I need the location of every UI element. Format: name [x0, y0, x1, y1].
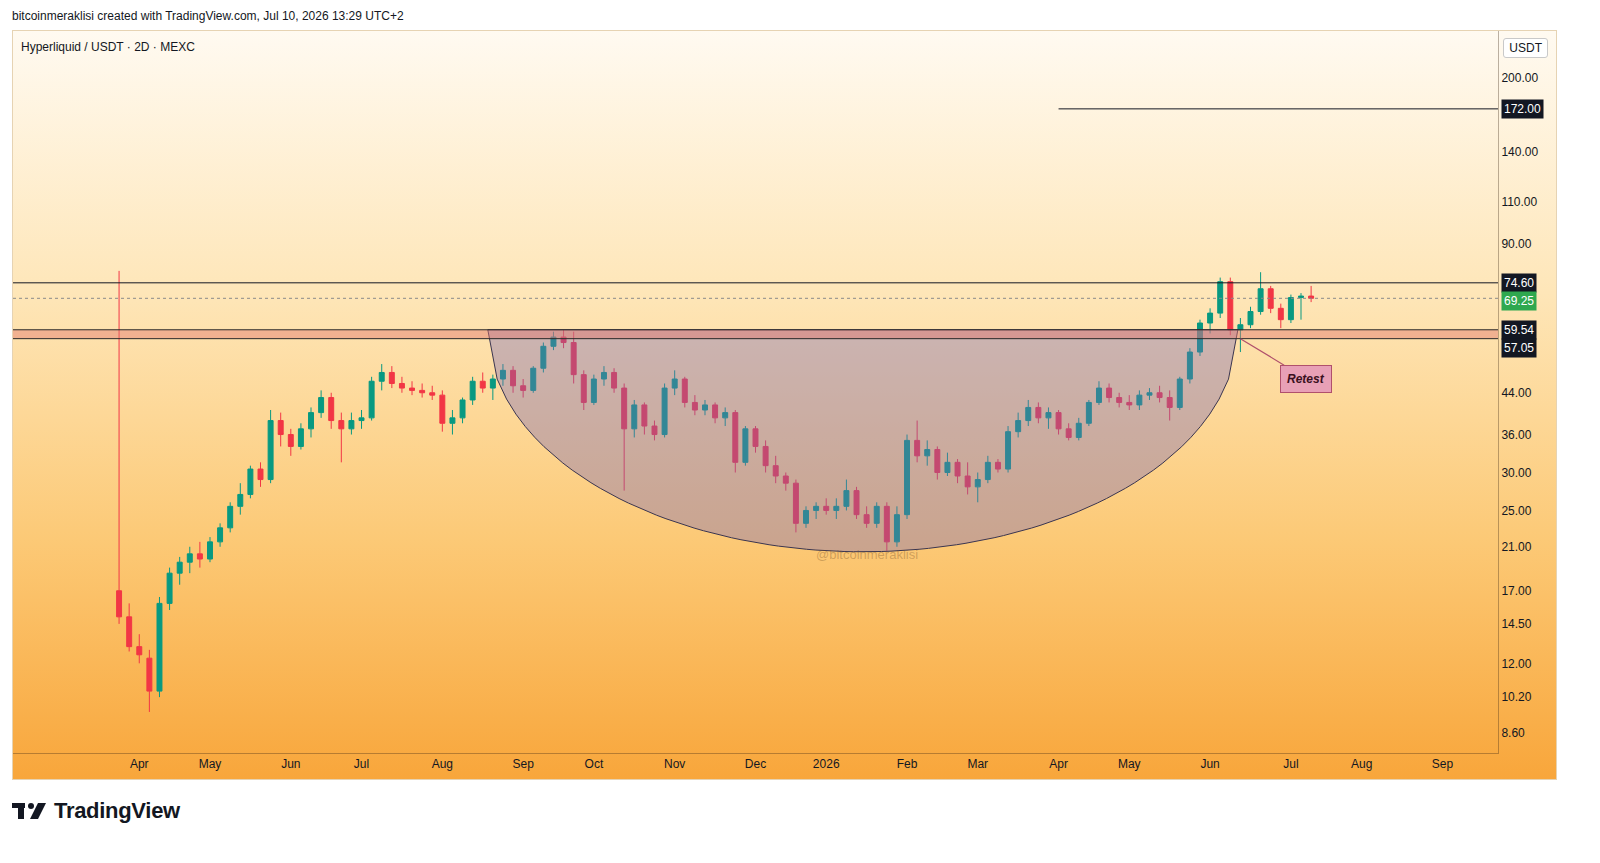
- svg-text:May: May: [199, 757, 222, 771]
- svg-text:Apr: Apr: [130, 757, 149, 771]
- svg-text:69.25: 69.25: [1504, 294, 1534, 308]
- svg-text:25.00: 25.00: [1501, 504, 1531, 518]
- html-text:USDT: USDT: [1509, 41, 1542, 55]
- svg-text:@bitcoinmeraklisi: @bitcoinmeraklisi: [816, 547, 918, 562]
- svg-text:14.50: 14.50: [1501, 617, 1531, 631]
- svg-text:Aug: Aug: [1351, 757, 1372, 771]
- svg-text:Oct: Oct: [585, 757, 604, 771]
- svg-text:Apr: Apr: [1049, 757, 1068, 771]
- html-text:Hyperliquid / USDT · 2D · MEXC: Hyperliquid / USDT · 2D · MEXC: [21, 40, 195, 54]
- svg-text:10.20: 10.20: [1501, 690, 1531, 704]
- svg-text:172.00: 172.00: [1504, 102, 1541, 116]
- svg-text:Jun: Jun: [281, 757, 300, 771]
- svg-text:Mar: Mar: [967, 757, 988, 771]
- svg-text:Feb: Feb: [897, 757, 918, 771]
- svg-text:140.00: 140.00: [1501, 145, 1538, 159]
- html-text:bitcoinmeraklisi created with: bitcoinmeraklisi created with TradingVie…: [12, 9, 404, 23]
- svg-text:36.00: 36.00: [1501, 428, 1531, 442]
- svg-text:Retest: Retest: [1287, 372, 1325, 386]
- svg-text:21.00: 21.00: [1501, 540, 1531, 554]
- svg-text:110.00: 110.00: [1501, 195, 1537, 209]
- svg-text:44.00: 44.00: [1501, 386, 1531, 400]
- svg-text:90.00: 90.00: [1501, 237, 1531, 251]
- svg-text:59.54: 59.54: [1504, 323, 1534, 337]
- html-text:TradingView: TradingView: [54, 798, 180, 823]
- svg-text:2026: 2026: [813, 757, 840, 771]
- svg-text:Jun: Jun: [1200, 757, 1219, 771]
- svg-text:12.00: 12.00: [1501, 657, 1531, 671]
- svg-text:Jul: Jul: [1283, 757, 1298, 771]
- svg-text:Sep: Sep: [1432, 757, 1454, 771]
- svg-text:Aug: Aug: [432, 757, 453, 771]
- svg-text:17.00: 17.00: [1501, 584, 1531, 598]
- svg-text:Nov: Nov: [664, 757, 685, 771]
- svg-text:8.60: 8.60: [1501, 726, 1525, 740]
- svg-text:May: May: [1118, 757, 1141, 771]
- svg-text:57.05: 57.05: [1504, 341, 1534, 355]
- svg-text:Jul: Jul: [354, 757, 369, 771]
- svg-text:30.00: 30.00: [1501, 466, 1531, 480]
- svg-text:74.60: 74.60: [1504, 276, 1534, 290]
- svg-text:200.00: 200.00: [1501, 71, 1538, 85]
- svg-text:Sep: Sep: [512, 757, 534, 771]
- svg-text:Dec: Dec: [745, 757, 766, 771]
